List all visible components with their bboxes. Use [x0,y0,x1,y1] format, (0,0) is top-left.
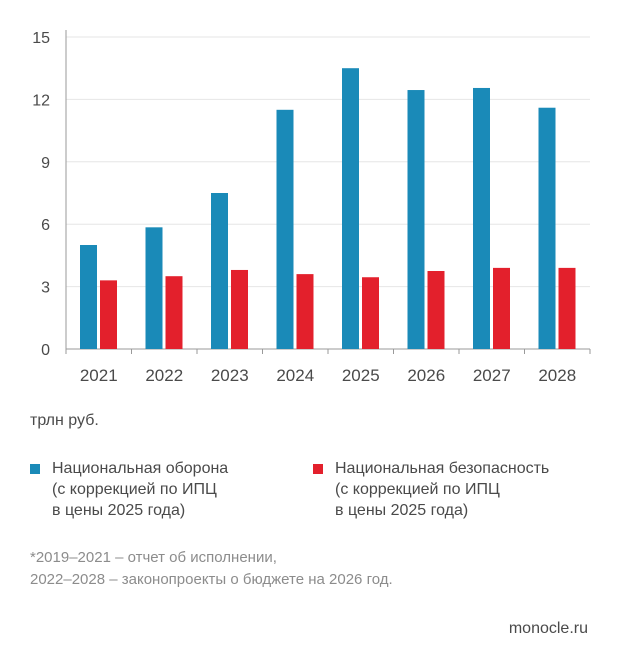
y-tick-label: 0 [41,342,50,359]
x-tick-label: 2028 [538,366,576,385]
y-tick-label: 15 [32,30,50,47]
x-tick-label: 2022 [145,366,183,385]
x-tick-label: 2027 [473,366,511,385]
x-tick-label: 2026 [407,366,445,385]
bar-security [427,271,445,349]
bar-defense [211,193,228,349]
bar-defense [407,90,425,349]
source-label: monocle.ru [508,620,588,637]
bar-defense [80,245,97,349]
bar-defense [538,107,556,349]
legend-swatch-defense [30,464,40,474]
bar-defense [342,68,359,349]
bar-security [493,267,510,349]
footnote: *2019–2021 – отчет об исполнении, 2022–2… [30,549,393,588]
bar-defense [473,87,490,350]
unit-label: трлн руб. [30,412,99,429]
bar-security [165,276,183,349]
x-tick-label: 2024 [276,366,314,385]
x-tick-label: 2023 [211,366,249,385]
bar-defense [276,109,294,349]
legend-label-defense: Национальная оборона (с коррекцией по ИП… [52,460,229,519]
bar-security [296,274,314,349]
y-tick-label: 3 [41,280,50,297]
bar-security [100,280,117,349]
legend-item-security: Национальная безопасность (с коррекцией … [313,458,549,521]
legend-label-security: Национальная безопасность (с коррекцией … [335,460,550,519]
y-tick-label: 6 [41,217,50,234]
bar-chart: 0 3 6 9 12 15 2021 2022 2023 2024 2025 2026 2027 2028 [32,30,591,385]
bar-security [362,277,379,349]
bar-security [558,267,576,349]
legend-item-defense: Национальная оборона (с коррекцией по ИП… [30,458,228,521]
x-tick-label: 2021 [80,366,118,385]
legend-swatch-security [313,464,323,474]
y-tick-label: 12 [32,92,50,109]
bar-security [231,269,248,349]
y-tick-label: 9 [41,155,50,172]
x-tick-label: 2025 [342,366,380,385]
bar-defense [145,227,163,349]
